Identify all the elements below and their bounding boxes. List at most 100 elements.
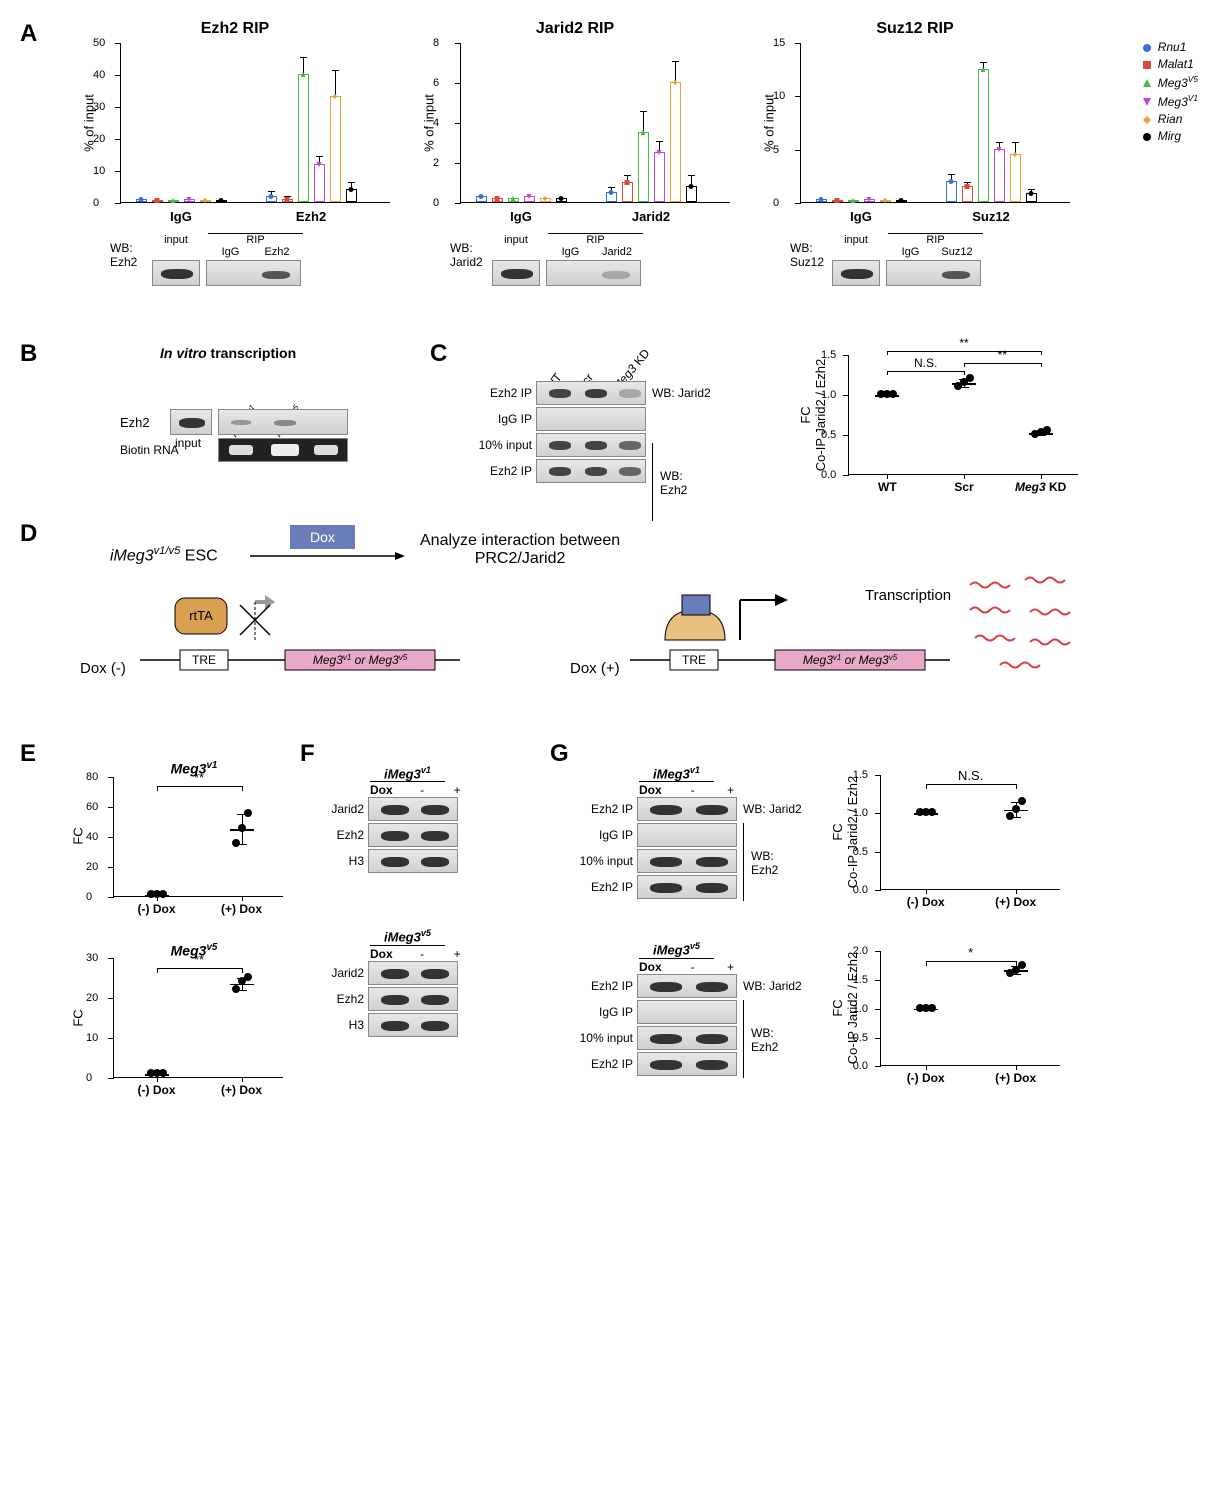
gel-band [218,438,348,462]
bar [298,74,309,202]
x-label: (-) Dox [907,1071,945,1085]
data-point [980,60,987,78]
row-label: 10% input [470,438,536,452]
legend-item: Rian [1142,112,1198,126]
gel-band [170,409,212,435]
data-point [284,190,291,208]
x-label: (-) Dox [907,895,945,909]
data-point [688,177,695,195]
data-point [154,191,161,209]
panel-e: Meg3v1FC020406080(-) Dox(+) Dox**Meg3v5F… [65,760,283,1123]
dox-plus-label: Dox (+) [570,660,620,677]
data-point [232,985,240,993]
analyze-text: Analyze interaction between PRC2/Jarid2 [420,532,620,568]
x-group-label: IgG [170,209,192,224]
bar-chart: % of input02468IgGJarid2 [460,43,730,203]
data-point [882,191,889,209]
bar-chart: % of input01020304050IgGEzh2 [120,43,390,203]
row-label: Biotin RNA [120,443,170,457]
data-point [159,890,167,898]
row-label: H3 [320,1018,368,1032]
legend-item: Meg3V1 [1142,93,1198,109]
chart-title: Suz12 RIP [760,20,1070,38]
construct-svg: Transcription TRE Meg3v1 or Meg3v5 [630,570,1130,680]
data-point [232,839,240,847]
gel-band [368,987,458,1011]
data-point [850,191,857,209]
data-point [542,189,549,207]
sig-label: * [968,945,973,960]
svg-text:Meg3v1 or Meg3v5: Meg3v1 or Meg3v5 [803,653,898,668]
wb-label: WB: Jarid2 [652,386,711,400]
rip-chart: Ezh2 RIP % of input01020304050IgGEzh2 WB: … [80,20,390,286]
gel-band [152,260,200,286]
panel-d-label: D [20,520,37,548]
wb-row: WB: Suz12inputRIPIgGSuz12 [790,233,1070,286]
wb-row: WB: Ezh2inputRIPIgGEzh2 [110,233,390,286]
gel-band [637,849,737,873]
x-label: (+) Dox [221,902,262,916]
bar [638,132,649,202]
row-label: 10% input [575,854,637,868]
scatter-chart: FC020406080(-) Dox(+) Dox** [113,777,283,897]
rip-chart: Jarid2 RIP % of input02468IgGJarid2 WB: Ja… [420,20,730,286]
panel-c-label: C [430,340,447,368]
svg-text:rtTA: rtTA [189,608,213,623]
sig-label: ** [194,952,204,967]
data-point [948,172,955,190]
legend-item: Rnu1 [1142,40,1198,54]
x-label: (+) Dox [995,1071,1036,1085]
x-label: Scr [954,480,973,494]
row-label: Ezh2 IP [575,1057,637,1071]
panel-bc-row: B In vitro transcription input Meg3v1 Me… [20,340,1203,510]
row-label: Ezh2 [320,828,368,842]
x-group-label: Jarid2 [632,209,670,224]
imeg3-label: iMeg3v1/v5 ESC [110,545,218,565]
x-label: (+) Dox [221,1083,262,1097]
gel-band [368,1013,458,1037]
wb-row: WB: Jarid2inputRIPIgGJarid2 [450,233,730,286]
sig-label: N.S. [958,768,983,783]
gel-band [832,260,880,286]
gel-band [368,797,458,821]
dox-box: Dox [290,525,355,549]
data-point [966,374,974,382]
data-point [866,190,873,208]
row-label: Ezh2 [120,415,170,430]
chart-title: Jarid2 RIP [420,20,730,38]
block-title: iMeg3v1 [639,765,714,782]
data-point [526,187,533,205]
chart-title: Ezh2 RIP [80,20,390,38]
scatter-chart: FC Co-IP Jarid2 / Ezh20.00.51.01.5WTScrM… [848,355,1078,475]
legend-item: Malat1 [1142,57,1198,71]
gel-band [637,974,737,998]
gel-band [368,961,458,985]
panel-f-block: iMeg3v5Dox-+Jarid2Ezh2H3 [320,928,475,1036]
panel-g: iMeg3v1Dox-+Ezh2 IPWB: Jarid2IgG IP10% i… [575,765,1060,1118]
gel-band [546,260,641,286]
gel-band [886,260,981,286]
panel-e-label: E [20,740,36,768]
row-label: Jarid2 [320,802,368,816]
data-point [218,191,225,209]
legend-item: Meg3V5 [1142,74,1198,90]
panel-e-chart: Meg3v1FC020406080(-) Dox(+) Dox** [65,760,283,897]
panel-efg-row: E F G Meg3v1FC020406080(-) Dox(+) Dox**M… [20,740,1203,1170]
gel-band [637,823,737,847]
figure-root: A Ezh2 RIP% of input01020304050IgGEzh2WB… [20,20,1203,1170]
data-point [1043,426,1051,434]
x-group-label: Ezh2 [296,209,326,224]
wb-label: WB: Jarid2 [743,979,802,993]
gel-band [492,260,540,286]
panel-a-charts: Ezh2 RIP % of input01020304050IgGEzh2 WB: … [80,20,1203,286]
data-point [1012,805,1020,813]
panel-f-label: F [300,740,315,768]
scatter-chart: FC Co-IP Jarid2 / Ezh20.00.51.01.5(-) Do… [880,775,1060,890]
wb-label: WB: Ezh2 [751,1026,802,1054]
data-point [159,1069,167,1077]
data-point [300,65,307,83]
x-label: WT [878,480,897,494]
construct-svg: rtTA TRE Meg3v1 or Meg3v5 [140,580,470,675]
data-point [202,191,209,209]
gel-band [637,1026,737,1050]
